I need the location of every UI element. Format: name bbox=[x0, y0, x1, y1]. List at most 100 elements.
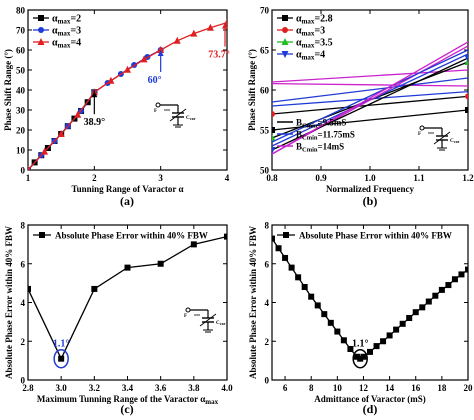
legend-base: B bbox=[296, 130, 302, 140]
y-axis-label: Phase Shift Range (°) bbox=[3, 49, 13, 131]
y-tick-label: 4 bbox=[21, 298, 26, 308]
data-point bbox=[301, 284, 308, 290]
x-tick-label: 3 bbox=[158, 173, 163, 183]
annotation-label: 60° bbox=[148, 75, 162, 86]
data-point bbox=[458, 271, 465, 278]
legend-base: α bbox=[52, 14, 58, 25]
legend-sub: max bbox=[302, 18, 315, 26]
y-tick-label: 60 bbox=[16, 46, 26, 56]
x-axis-label: Admittance of Varactor (mS) bbox=[314, 394, 426, 404]
y-axis-label: Absolute Phase Error within 40% FBW bbox=[4, 226, 14, 379]
x-axis-label-main: Maximum Tunning Range of the Varactor α bbox=[37, 394, 205, 404]
x-tick-label: 10 bbox=[333, 383, 343, 393]
varactor-inset: F Cvar bbox=[418, 125, 460, 151]
legend-sub: Cmin bbox=[302, 135, 318, 142]
legend-sub: Cmin bbox=[302, 147, 318, 154]
panel-label: (d) bbox=[363, 402, 378, 416]
data-point bbox=[419, 304, 426, 311]
series-line bbox=[272, 49, 468, 143]
chart-panel-1: 0 10 20 30 40 50 60 70 80 1 2 3 4 Tunning Range of Va… bbox=[3, 6, 230, 209]
inset-cap-label-base: C bbox=[216, 321, 220, 326]
annotation-label: 1.1° bbox=[53, 339, 70, 350]
legend-label: Absolute Phase Error within 40% FBW bbox=[299, 231, 452, 241]
data-point bbox=[464, 55, 468, 62]
series-group bbox=[272, 41, 468, 155]
series-line bbox=[272, 238, 468, 360]
y-tick-label: 6 bbox=[265, 259, 270, 269]
y-tick-label: 65 bbox=[260, 46, 270, 56]
data-point bbox=[425, 298, 432, 305]
data-point bbox=[206, 23, 214, 31]
inset-cap-label-base: C bbox=[450, 139, 454, 144]
legend-value: =11.75mS bbox=[318, 130, 355, 140]
data-point bbox=[140, 55, 148, 63]
inset-cap-label: Cvar bbox=[450, 139, 460, 144]
data-point bbox=[157, 46, 165, 53]
data-point bbox=[451, 276, 458, 283]
legend-label: αmax=4 bbox=[52, 38, 81, 50]
legend-sub: max bbox=[58, 18, 71, 26]
legend-label: BCmin=14mS bbox=[296, 142, 344, 154]
panel-label: (b) bbox=[363, 194, 378, 208]
legend-label: αmax=2.8 bbox=[296, 14, 333, 26]
legend-value: =9.5mS bbox=[318, 118, 347, 128]
legend-base: α bbox=[296, 50, 302, 61]
y-tick-label: 80 bbox=[16, 6, 26, 16]
data-point bbox=[393, 326, 400, 333]
legend-value: =4 bbox=[314, 50, 325, 61]
legend-sub: max bbox=[58, 30, 71, 38]
y-tick-label: 8 bbox=[21, 221, 26, 231]
data-point bbox=[272, 134, 276, 141]
inset-port-node bbox=[185, 307, 191, 313]
varactor-inset: F Cvar bbox=[154, 102, 196, 128]
legend-base: B bbox=[296, 142, 302, 152]
y-axis-label: Phase Shift Range (°) bbox=[247, 49, 257, 131]
x-tick-label: 4 bbox=[225, 173, 230, 183]
legend-base: B bbox=[296, 118, 302, 128]
x-axis-label-sub: max bbox=[205, 398, 218, 406]
data-point bbox=[272, 127, 275, 133]
inset-cap-label-sub: var bbox=[454, 139, 460, 144]
y-tick-label: 70 bbox=[260, 6, 270, 16]
inset-cap-label-base: C bbox=[186, 116, 190, 121]
legend-value: =3 bbox=[70, 26, 81, 37]
y-tick-label: 2 bbox=[265, 337, 270, 347]
annotation-arrowhead bbox=[222, 22, 228, 29]
data-point bbox=[224, 233, 227, 240]
legend-marker bbox=[38, 27, 44, 33]
x-tick-label: 1.1 bbox=[413, 173, 425, 183]
legend-marker bbox=[282, 27, 288, 33]
legend-sub: max bbox=[302, 54, 315, 62]
inset-port-label: F bbox=[418, 132, 421, 137]
legend-marker bbox=[38, 15, 44, 21]
data-point bbox=[41, 147, 49, 155]
legend-value: =3 bbox=[314, 26, 325, 37]
legend-value: =2 bbox=[70, 14, 81, 25]
annotation: 73.7° bbox=[208, 22, 230, 61]
x-tick-label: 0.8 bbox=[266, 173, 278, 183]
legend-value: =3.5 bbox=[314, 38, 332, 49]
y-tick-label: 6 bbox=[21, 259, 26, 269]
data-point bbox=[272, 235, 275, 242]
series-group bbox=[28, 233, 227, 362]
y-tick-label: 0 bbox=[265, 376, 270, 386]
inset-port-node bbox=[419, 125, 425, 131]
annotation: 1.1° bbox=[352, 339, 368, 369]
series-line bbox=[272, 90, 468, 107]
legend-marker bbox=[37, 38, 45, 45]
x-tick-label: 2.8 bbox=[22, 383, 34, 393]
annotation-circle bbox=[53, 348, 69, 369]
legend-marker bbox=[39, 232, 45, 238]
annotation: 60° bbox=[148, 50, 164, 86]
y-tick-label: 60 bbox=[260, 86, 270, 96]
data-point bbox=[58, 355, 65, 362]
data-point bbox=[465, 93, 468, 100]
legend-label: BCmin=9.5mS bbox=[296, 118, 346, 130]
series-line bbox=[272, 95, 468, 115]
inset-port-label: F bbox=[184, 314, 187, 319]
y-tick-label: 40 bbox=[16, 86, 26, 96]
x-tick-label: 1 bbox=[26, 173, 31, 183]
annotation: 38.9° bbox=[84, 90, 105, 128]
data-point bbox=[373, 343, 380, 350]
